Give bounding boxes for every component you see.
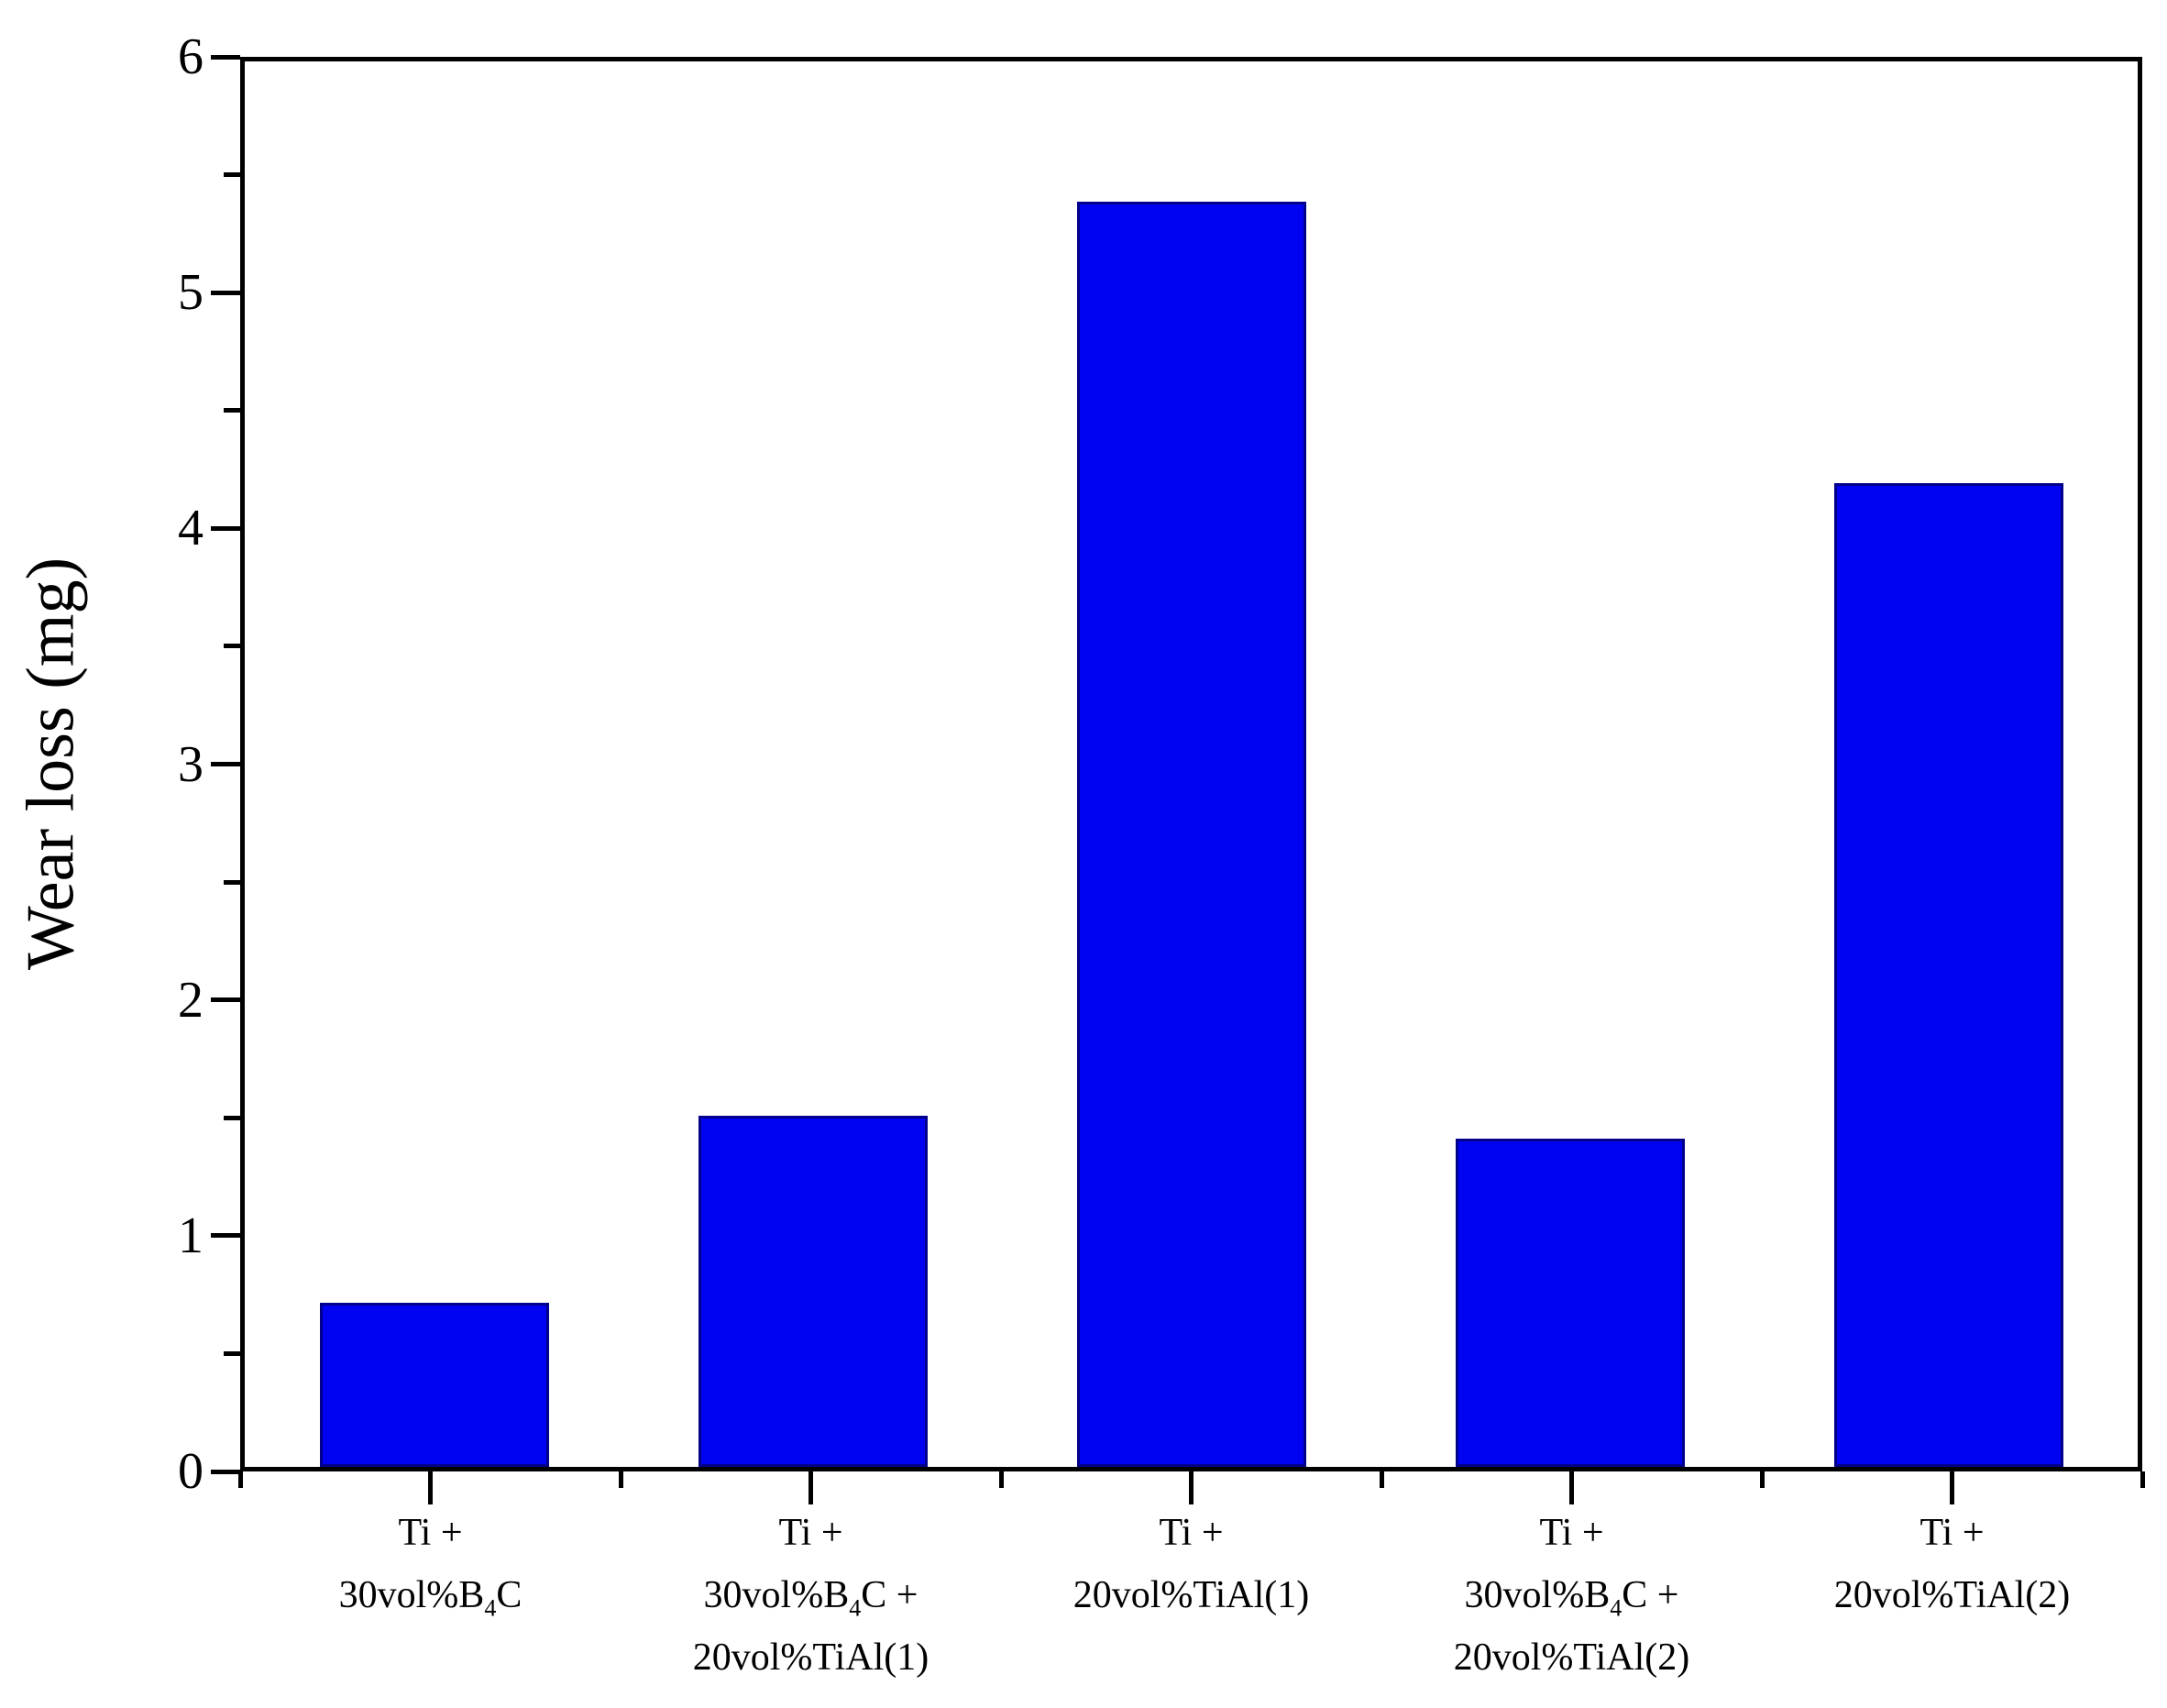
y-tick-label: 4 xyxy=(178,500,204,557)
x-tick-label-line: 20vol%TiAl(2) xyxy=(1833,1574,2071,1616)
y-major-tick xyxy=(211,54,240,60)
y-minor-tick xyxy=(224,644,240,649)
x-tick-label: Ti + 20vol%TiAl(2) xyxy=(1668,1502,2167,1626)
y-minor-tick xyxy=(224,1350,240,1356)
x-tick-label-line: Ti + xyxy=(1159,1512,1224,1554)
x-minor-tick xyxy=(237,1471,243,1488)
x-major-tick xyxy=(808,1471,813,1504)
y-major-tick xyxy=(211,290,240,295)
bar xyxy=(319,1303,549,1467)
x-major-tick xyxy=(1950,1471,1954,1504)
subscript: 4 xyxy=(484,1594,497,1622)
bar xyxy=(1455,1139,1685,1467)
subscript: 4 xyxy=(849,1594,862,1622)
x-tick-label: Ti + 20vol%TiAl(1) xyxy=(908,1502,1476,1626)
x-minor-tick xyxy=(2140,1471,2145,1488)
x-tick-label-line: Ti + xyxy=(778,1512,843,1554)
y-tick-label: 2 xyxy=(178,971,204,1029)
x-tick-label-line: Ti + xyxy=(1539,1512,1604,1554)
y-tick-label: 0 xyxy=(178,1443,204,1500)
x-tick-label-line: 20vol%TiAl(1) xyxy=(1072,1574,1310,1616)
x-tick-label-line: 30vol%B4C + xyxy=(703,1574,918,1622)
y-tick-label: 5 xyxy=(178,264,204,322)
x-tick-label-line: 20vol%TiAl(1) xyxy=(692,1636,930,1679)
x-tick-label-line: Ti + xyxy=(1920,1512,1985,1554)
x-tick-label-line: Ti + xyxy=(398,1512,463,1554)
y-major-tick xyxy=(211,762,240,766)
x-minor-tick xyxy=(1759,1471,1765,1488)
bar xyxy=(1076,202,1306,1467)
y-major-tick xyxy=(211,1233,240,1239)
subscript: 4 xyxy=(1610,1594,1622,1622)
y-major-tick xyxy=(211,525,240,531)
y-minor-tick xyxy=(224,879,240,885)
x-minor-tick xyxy=(1379,1471,1384,1488)
x-major-tick xyxy=(428,1471,433,1504)
x-tick-label: Ti + 30vol%B4C xyxy=(147,1502,715,1626)
y-tick-label: 6 xyxy=(178,28,204,85)
x-tick-label-line: 30vol%B4C xyxy=(338,1574,522,1622)
y-minor-tick xyxy=(224,172,240,178)
plot-area xyxy=(240,57,2142,1471)
y-major-tick xyxy=(211,1469,240,1474)
x-tick-label: Ti + 30vol%B4C + 20vol%TiAl(1) xyxy=(527,1502,1095,1689)
y-tick-label: 1 xyxy=(178,1207,204,1264)
x-minor-tick xyxy=(618,1471,623,1488)
y-minor-tick xyxy=(224,408,240,413)
x-tick-label: Ti + 30vol%B4C + 20vol%TiAl(2) xyxy=(1288,1502,1856,1689)
x-tick-label-line: 30vol%B4C + xyxy=(1464,1574,1679,1622)
x-minor-tick xyxy=(998,1471,1004,1488)
y-major-tick xyxy=(211,997,240,1003)
y-minor-tick xyxy=(224,1115,240,1120)
x-major-tick xyxy=(1189,1471,1194,1504)
y-tick-label: 3 xyxy=(178,735,204,793)
bar xyxy=(698,1115,928,1467)
bar xyxy=(1833,482,2063,1467)
x-tick-label-line: 20vol%TiAl(2) xyxy=(1453,1636,1690,1679)
x-major-tick xyxy=(1569,1471,1574,1504)
